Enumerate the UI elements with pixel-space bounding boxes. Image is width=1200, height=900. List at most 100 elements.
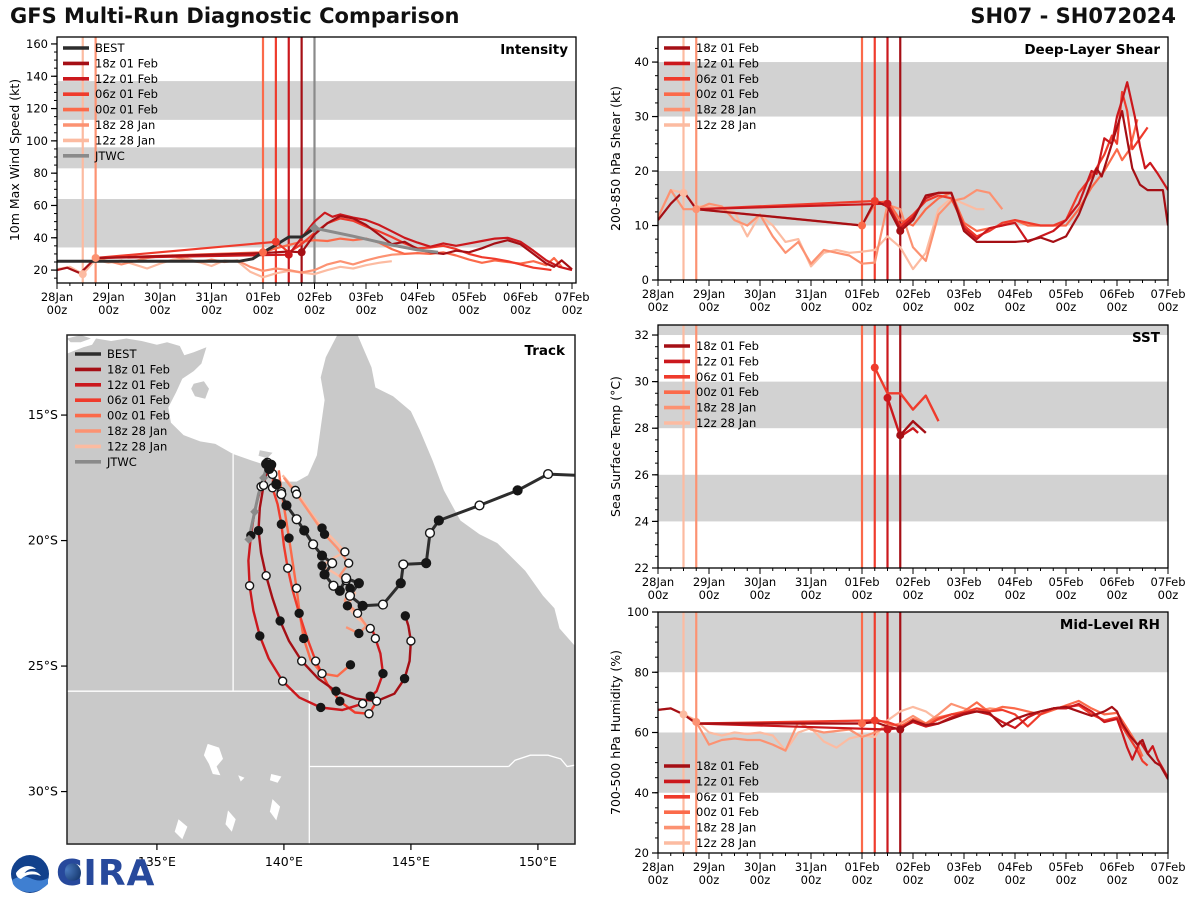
svg-text:03Feb: 03Feb — [349, 290, 384, 304]
svg-text:22: 22 — [634, 561, 649, 575]
svg-text:01Feb: 01Feb — [845, 860, 880, 874]
sst-panel: 28Jan00z29Jan00z30Jan00z31Jan00z01Feb00z… — [608, 324, 1186, 602]
svg-text:20: 20 — [634, 846, 649, 860]
svg-text:00z: 00z — [1056, 873, 1077, 887]
svg-text:00z 01 Feb: 00z 01 Feb — [95, 103, 158, 117]
svg-text:18z 01 Feb: 18z 01 Feb — [95, 56, 158, 70]
svg-text:07Feb: 07Feb — [1151, 287, 1186, 301]
svg-text:05Feb: 05Feb — [452, 290, 487, 304]
svg-text:31Jan: 31Jan — [795, 860, 827, 874]
svg-text:00z: 00z — [648, 300, 669, 314]
storm-id-title: SH07 - SH072024 — [970, 4, 1176, 28]
svg-text:32: 32 — [634, 328, 649, 342]
svg-text:03Feb: 03Feb — [947, 860, 982, 874]
svg-text:12z 01 Feb: 12z 01 Feb — [696, 774, 759, 788]
svg-text:06z 01 Feb: 06z 01 Feb — [696, 370, 759, 384]
svg-text:100: 100 — [26, 134, 48, 148]
svg-text:05Feb: 05Feb — [1049, 575, 1084, 589]
svg-text:00z 01 Feb: 00z 01 Feb — [696, 87, 759, 101]
svg-text:00z: 00z — [750, 873, 771, 887]
svg-text:BEST: BEST — [107, 347, 137, 361]
svg-text:03Feb: 03Feb — [947, 575, 982, 589]
svg-text:00z: 00z — [954, 873, 975, 887]
svg-text:00z: 00z — [304, 303, 325, 317]
svg-text:00z: 00z — [903, 588, 924, 602]
svg-text:12z 28 Jan: 12z 28 Jan — [696, 836, 756, 850]
svg-text:31Jan: 31Jan — [795, 287, 827, 301]
svg-text:00z: 00z — [750, 588, 771, 602]
svg-text:18z 01 Feb: 18z 01 Feb — [696, 41, 759, 55]
svg-text:12z 01 Feb: 12z 01 Feb — [696, 354, 759, 368]
svg-text:30Jan: 30Jan — [744, 287, 776, 301]
svg-text:120: 120 — [26, 102, 48, 116]
cira-logo-text: CIRA — [56, 853, 156, 894]
svg-text:02Feb: 02Feb — [896, 860, 931, 874]
svg-text:06Feb: 06Feb — [1100, 287, 1135, 301]
svg-text:00z: 00z — [47, 303, 68, 317]
svg-text:00z: 00z — [1056, 588, 1077, 602]
svg-text:BEST: BEST — [95, 41, 125, 55]
svg-text:145°E: 145°E — [392, 854, 430, 869]
track-map-panel: 135°E 140°E 145°E 150°E 15°S 20°S 25°S 30°S Trac… — [28, 334, 576, 869]
svg-text:00z: 00z — [852, 873, 873, 887]
svg-text:04Feb: 04Feb — [998, 860, 1033, 874]
svg-text:00z: 00z — [801, 873, 822, 887]
svg-text:12z 28 Jan: 12z 28 Jan — [696, 118, 756, 132]
svg-text:00z: 00z — [699, 300, 720, 314]
svg-text:00z: 00z — [699, 873, 720, 887]
shear-panel: 28Jan00z29Jan00z30Jan00z31Jan00z01Feb00z… — [608, 36, 1186, 314]
svg-text:04Feb: 04Feb — [998, 287, 1033, 301]
svg-text:18z 28 Jan: 18z 28 Jan — [696, 401, 756, 415]
svg-text:12z 01 Feb: 12z 01 Feb — [95, 72, 158, 86]
svg-text:12z 01 Feb: 12z 01 Feb — [107, 378, 170, 392]
svg-text:25°S: 25°S — [28, 658, 58, 673]
svg-text:00z: 00z — [648, 588, 669, 602]
svg-text:JTWC: JTWC — [106, 455, 137, 469]
svg-text:30Jan: 30Jan — [144, 290, 176, 304]
svg-text:18z 28 Jan: 18z 28 Jan — [696, 821, 756, 835]
svg-text:12z 28 Jan: 12z 28 Jan — [696, 416, 756, 430]
svg-text:0: 0 — [642, 273, 649, 287]
svg-text:02Feb: 02Feb — [297, 290, 332, 304]
rh-panel: 28Jan00z29Jan00z30Jan00z31Jan00z01Feb00z… — [608, 605, 1186, 887]
svg-text:40: 40 — [634, 55, 649, 69]
noaa-logo-icon — [11, 855, 49, 893]
svg-text:30Jan: 30Jan — [744, 575, 776, 589]
svg-text:07Feb: 07Feb — [1151, 860, 1186, 874]
page-title: GFS Multi-Run Diagnostic Comparison — [10, 4, 460, 28]
svg-text:04Feb: 04Feb — [998, 575, 1033, 589]
svg-text:40: 40 — [634, 786, 649, 800]
svg-text:06z 01 Feb: 06z 01 Feb — [696, 72, 759, 86]
svg-text:18z 01 Feb: 18z 01 Feb — [107, 362, 170, 376]
svg-text:00z: 00z — [150, 303, 171, 317]
svg-text:60: 60 — [634, 726, 649, 740]
svg-text:24: 24 — [634, 514, 649, 528]
svg-text:80: 80 — [33, 166, 48, 180]
intensity-panel: 28Jan00z29Jan00z30Jan00z31Jan00z01Feb00z… — [7, 36, 590, 317]
svg-text:28Jan: 28Jan — [642, 575, 674, 589]
svg-text:00z: 00z — [1158, 300, 1179, 314]
svg-text:00z: 00z — [1005, 873, 1026, 887]
svg-text:00z: 00z — [954, 300, 975, 314]
svg-text:06z 01 Feb: 06z 01 Feb — [95, 87, 158, 101]
svg-text:00z: 00z — [459, 303, 480, 317]
svg-text:18z 28 Jan: 18z 28 Jan — [95, 118, 155, 132]
svg-text:02Feb: 02Feb — [896, 575, 931, 589]
svg-text:05Feb: 05Feb — [1049, 287, 1084, 301]
svg-text:30: 30 — [634, 375, 649, 389]
svg-text:Intensity: Intensity — [500, 42, 568, 58]
svg-text:00z: 00z — [750, 300, 771, 314]
svg-text:12z 28 Jan: 12z 28 Jan — [95, 133, 155, 147]
svg-text:05Feb: 05Feb — [1049, 860, 1084, 874]
svg-text:06z 01 Feb: 06z 01 Feb — [107, 393, 170, 407]
svg-text:01Feb: 01Feb — [845, 575, 880, 589]
svg-text:00z: 00z — [852, 300, 873, 314]
svg-text:18z 01 Feb: 18z 01 Feb — [696, 759, 759, 773]
svg-text:00z: 00z — [510, 303, 531, 317]
cira-globe-icon — [59, 862, 81, 884]
svg-text:10: 10 — [634, 219, 649, 233]
svg-text:00z: 00z — [407, 303, 428, 317]
svg-text:00z: 00z — [954, 588, 975, 602]
svg-text:160: 160 — [26, 37, 48, 51]
